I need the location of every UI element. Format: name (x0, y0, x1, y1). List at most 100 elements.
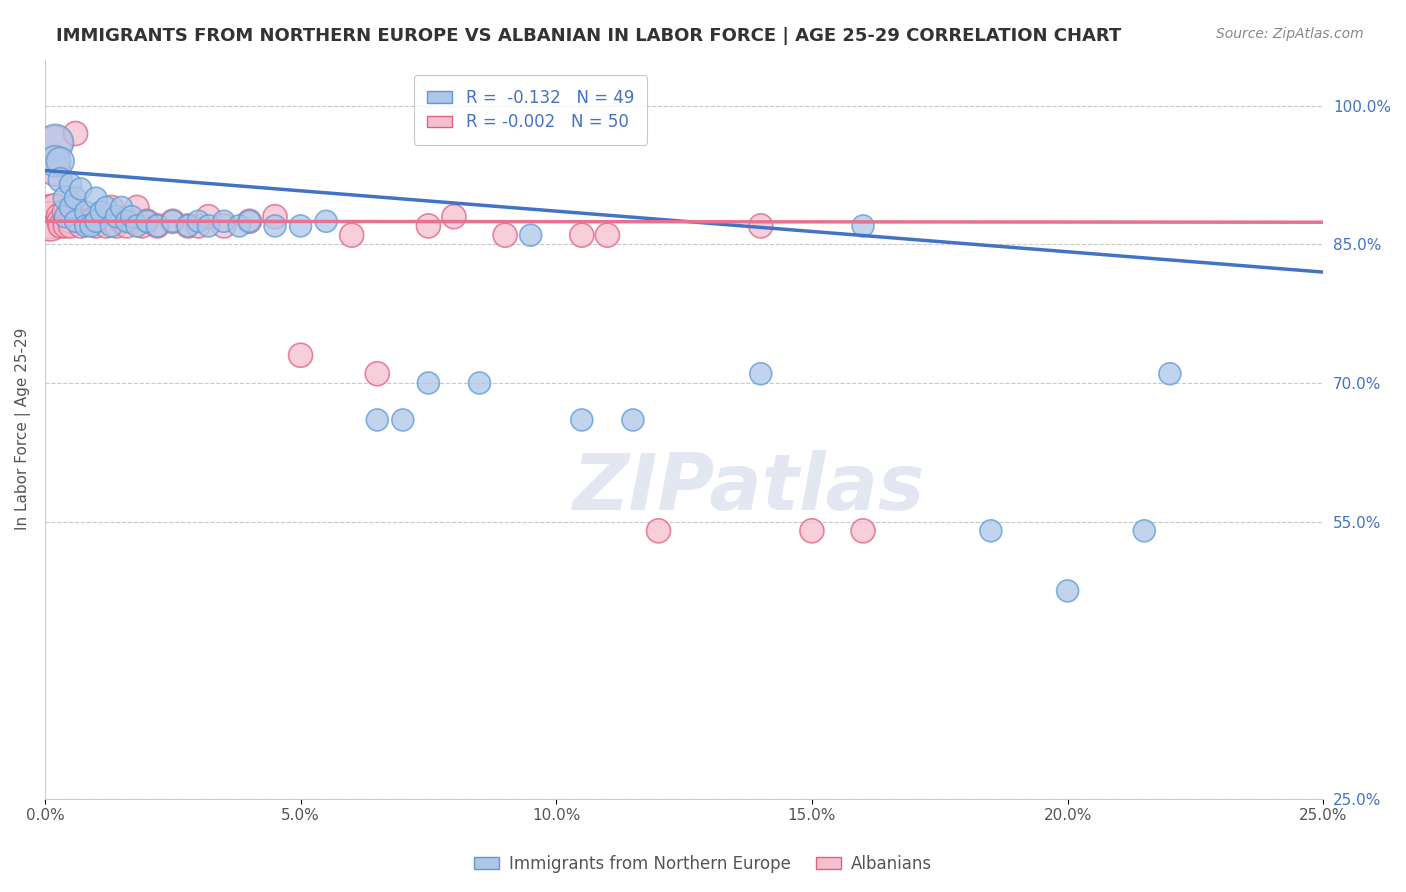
Point (100, 201, 122, 215)
Point (80, 219, 103, 233)
Point (162, 214, 184, 228)
Point (519, 228, 541, 243)
Point (75, 219, 97, 233)
Point (177, 219, 200, 233)
Point (315, 214, 337, 228)
Point (59, 214, 82, 228)
Point (187, 214, 209, 228)
Point (197, 210, 219, 224)
Point (494, 228, 516, 243)
Point (69, 219, 91, 233)
Point (59, 201, 82, 215)
Point (53, 214, 76, 228)
Point (53, 219, 76, 233)
Point (75, 214, 97, 228)
Point (1133, 524, 1156, 538)
Text: IMMIGRANTS FROM NORTHERN EUROPE VS ALBANIAN IN LABOR FORCE | AGE 25-29 CORRELATI: IMMIGRANTS FROM NORTHERN EUROPE VS ALBAN… (56, 27, 1122, 45)
Point (125, 201, 148, 215)
Point (800, 524, 823, 538)
Point (136, 214, 159, 228)
Point (366, 367, 388, 381)
Point (125, 219, 148, 233)
Point (39, 214, 62, 228)
Point (49, 154, 72, 169)
Point (264, 210, 287, 224)
Point (44, 154, 66, 169)
Point (69, 182, 91, 196)
Point (749, 367, 772, 381)
Point (290, 219, 312, 233)
Legend: R =  -0.132   N = 49, R = -0.002   N = 50: R = -0.132 N = 49, R = -0.002 N = 50 (413, 75, 647, 145)
Point (65, 191, 87, 205)
Point (90, 214, 112, 228)
Point (53, 205, 76, 219)
Point (264, 219, 287, 233)
Point (621, 413, 644, 427)
Point (84, 214, 107, 228)
Point (212, 219, 235, 233)
Point (90, 205, 112, 219)
Point (212, 214, 235, 228)
Point (571, 228, 593, 243)
Point (596, 228, 619, 243)
Point (115, 214, 138, 228)
Point (44, 163, 66, 178)
Point (177, 219, 200, 233)
Point (105, 219, 128, 233)
Point (238, 214, 260, 228)
Point (65, 201, 87, 215)
Point (238, 214, 260, 228)
Point (49, 210, 72, 224)
Point (53, 210, 76, 224)
Point (65, 214, 87, 228)
Point (468, 376, 491, 390)
Point (105, 210, 128, 224)
Point (65, 127, 87, 141)
Point (366, 413, 388, 427)
Point (1159, 367, 1181, 381)
Point (418, 376, 440, 390)
Point (110, 201, 132, 215)
Point (290, 348, 312, 362)
Point (418, 219, 440, 233)
Point (59, 178, 82, 192)
Point (749, 219, 772, 233)
Point (49, 172, 72, 186)
Point (110, 214, 132, 228)
Point (197, 219, 219, 233)
Point (571, 413, 593, 427)
Point (647, 524, 669, 538)
Y-axis label: In Labor Force | Age 25-29: In Labor Force | Age 25-29 (15, 328, 31, 531)
Point (44, 136, 66, 150)
Point (392, 413, 415, 427)
Point (84, 219, 107, 233)
Point (228, 219, 250, 233)
Point (121, 214, 143, 228)
Point (146, 219, 169, 233)
Point (852, 219, 875, 233)
Point (44, 136, 66, 150)
Point (49, 219, 72, 233)
Point (443, 210, 465, 224)
Point (115, 219, 138, 233)
Point (187, 219, 209, 233)
Point (59, 219, 82, 233)
Point (75, 205, 97, 219)
Point (980, 524, 1002, 538)
Point (340, 228, 363, 243)
Point (80, 214, 103, 228)
Point (162, 214, 184, 228)
Point (84, 191, 107, 205)
Point (852, 524, 875, 538)
Text: ZIPatlas: ZIPatlas (572, 450, 924, 526)
Point (96, 201, 118, 215)
Point (136, 214, 159, 228)
Point (100, 219, 122, 233)
Point (131, 219, 153, 233)
Point (49, 214, 72, 228)
Point (1056, 583, 1078, 598)
Point (69, 214, 91, 228)
Point (96, 219, 118, 233)
Point (146, 219, 169, 233)
Point (39, 210, 62, 224)
